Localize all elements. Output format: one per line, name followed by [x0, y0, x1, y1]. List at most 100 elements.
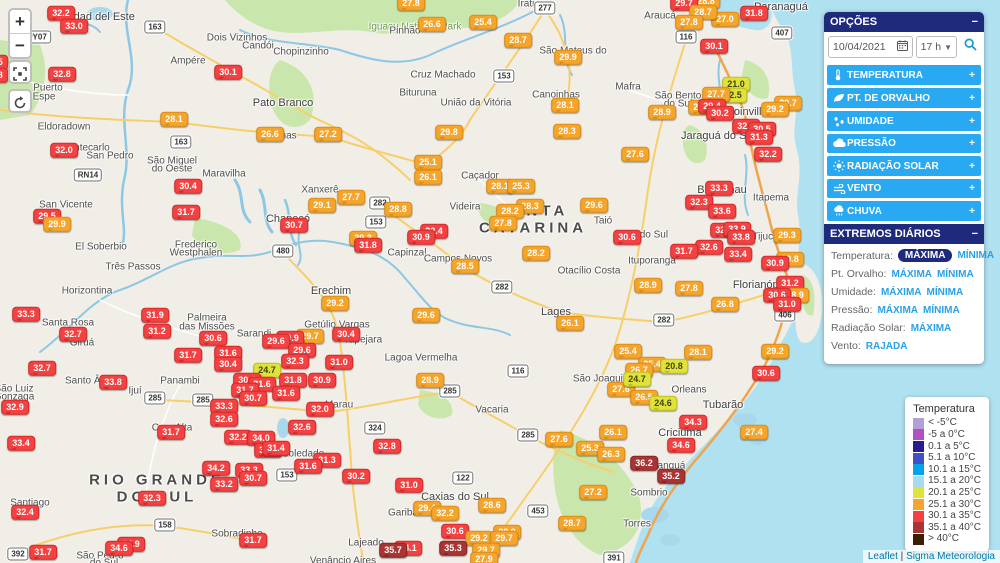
expand-icon[interactable]: + [969, 183, 975, 194]
temp-marker[interactable]: 27.6 [621, 146, 649, 162]
extremos-option-mínima[interactable]: MÍNIMA [957, 250, 995, 261]
extremos-option-máxima[interactable]: MÁXIMA [877, 304, 918, 316]
time-select[interactable]: 17 h ▼ [915, 36, 957, 58]
temp-marker[interactable]: 30.6 [752, 365, 780, 381]
temp-marker[interactable]: 32.8 [48, 66, 76, 82]
temp-marker[interactable]: 28.2 [522, 245, 550, 261]
extremos-option-mínima[interactable]: MÍNIMA [923, 304, 960, 316]
temp-marker[interactable]: 30.9 [308, 372, 336, 388]
temp-marker[interactable]: 32.9 [1, 399, 29, 415]
temp-marker[interactable]: 33.8 [0, 67, 8, 83]
sidebar-section-radia-o-solar[interactable]: RADIAÇÃO SOLAR + [827, 156, 981, 176]
temp-marker[interactable]: 32.2 [431, 505, 459, 521]
temp-marker[interactable]: 31.0 [395, 477, 423, 493]
temp-marker[interactable]: 30.4 [174, 178, 202, 194]
temp-marker[interactable]: 27.8 [675, 14, 703, 30]
temp-marker[interactable]: 30.1 [700, 38, 728, 54]
temp-marker[interactable]: 33.0 [60, 18, 88, 34]
temp-marker[interactable]: 20.8 [660, 358, 688, 374]
temp-marker[interactable]: 25.4 [469, 14, 497, 30]
leaflet-link[interactable]: Leaflet [867, 551, 898, 562]
temp-marker[interactable]: 30.1 [214, 64, 242, 80]
temp-marker[interactable]: 26.6 [256, 126, 284, 142]
temp-marker[interactable]: 32.3 [281, 353, 309, 369]
temp-marker[interactable]: 29.9 [554, 49, 582, 65]
temp-marker[interactable]: 30.2 [342, 468, 370, 484]
temp-marker[interactable]: 27.2 [579, 484, 607, 500]
temp-marker[interactable]: 31.7 [174, 347, 202, 363]
sidebar-section-chuva[interactable]: CHUVA + [827, 201, 981, 221]
temp-marker[interactable]: 25.1 [414, 154, 442, 170]
temp-marker[interactable]: 32.3 [685, 194, 713, 210]
extremos-header[interactable]: EXTREMOS DIÁRIOS − [824, 224, 984, 244]
refresh-button[interactable] [8, 89, 32, 113]
temp-marker[interactable]: 27.8 [489, 215, 517, 231]
extremos-option-mínima[interactable]: MÍNIMA [937, 268, 974, 280]
temp-marker[interactable]: 29.2 [321, 295, 349, 311]
temp-marker[interactable]: 33.8 [99, 374, 127, 390]
temp-marker[interactable]: 29.6 [580, 197, 608, 213]
temp-marker[interactable]: 29.8 [435, 124, 463, 140]
temp-marker[interactable]: 36.2 [630, 455, 658, 471]
temp-marker[interactable]: 27.7 [337, 189, 365, 205]
extremos-option-rajada[interactable]: RAJADA [865, 340, 908, 352]
temp-marker[interactable]: 30.6 [441, 523, 469, 539]
temp-marker[interactable]: 28.9 [634, 277, 662, 293]
temp-marker[interactable]: 29.6 [262, 333, 290, 349]
temp-marker[interactable]: 31.7 [239, 532, 267, 548]
temp-marker[interactable]: 32.0 [306, 401, 334, 417]
temp-marker[interactable]: 34.6 [667, 437, 695, 453]
temp-marker[interactable]: 29.1 [308, 197, 336, 213]
expand-icon[interactable]: + [969, 205, 975, 217]
sidebar-section-umidade[interactable]: UMIDADE + [827, 111, 981, 131]
temp-marker[interactable]: 33.4 [7, 435, 35, 451]
temp-marker[interactable]: 32.6 [695, 239, 723, 255]
temp-marker[interactable]: 26.1 [414, 169, 442, 185]
temp-marker[interactable]: 29.9 [43, 216, 71, 232]
locate-button[interactable] [8, 60, 32, 84]
temp-marker[interactable]: 30.6 [613, 229, 641, 245]
temp-marker[interactable]: 31.7 [670, 243, 698, 259]
temp-marker[interactable]: 24.7 [623, 371, 651, 387]
temp-marker[interactable]: 33.2 [210, 476, 238, 492]
temp-marker[interactable]: 27.0 [711, 11, 739, 27]
temp-marker[interactable]: 29.7 [490, 530, 518, 546]
expand-icon[interactable]: + [969, 115, 975, 127]
temp-marker[interactable]: 28.3 [553, 123, 581, 139]
temp-marker[interactable]: 31.8 [354, 237, 382, 253]
temp-marker[interactable]: 32.4 [11, 504, 39, 520]
temp-marker[interactable]: 30.4 [214, 356, 242, 372]
temp-marker[interactable]: 31.0 [325, 354, 353, 370]
temp-marker[interactable]: 34.2 [202, 460, 230, 476]
temp-marker[interactable]: 32.0 [50, 142, 78, 158]
sidebar-section-press-o[interactable]: PRESSÃO + [827, 134, 981, 153]
temp-marker[interactable]: 31.2 [143, 323, 171, 339]
temp-marker[interactable]: 28.1 [551, 97, 579, 113]
temp-marker[interactable]: 31.7 [157, 424, 185, 440]
options-header[interactable]: OPÇÕES − [824, 12, 984, 32]
temp-marker[interactable]: 30.7 [239, 390, 267, 406]
temp-marker[interactable]: 33.3 [705, 180, 733, 196]
zoom-control[interactable]: + − [8, 8, 32, 59]
temp-marker[interactable]: 30.9 [761, 255, 789, 271]
temp-marker[interactable]: 32.2 [754, 146, 782, 162]
temp-marker[interactable]: 31.6 [272, 385, 300, 401]
temp-marker[interactable]: 30.7 [280, 217, 308, 233]
temp-marker[interactable]: 28.9 [416, 372, 444, 388]
temp-marker[interactable]: 30.7 [239, 470, 267, 486]
provider-link[interactable]: Sigma Meteorologia [906, 551, 995, 562]
sidebar-section-temperatura[interactable]: TEMPERATURA + [827, 65, 981, 85]
temp-marker[interactable]: 33.4 [724, 246, 752, 262]
temp-marker[interactable]: 29.6 [412, 307, 440, 323]
temp-marker[interactable]: 33.8 [727, 229, 755, 245]
temp-marker[interactable]: 32.8 [373, 438, 401, 454]
temp-marker[interactable]: 30.4 [332, 326, 360, 342]
temp-marker[interactable]: 34.3 [679, 414, 707, 430]
temp-marker[interactable]: 31.8 [740, 5, 768, 21]
temp-marker[interactable]: 31.6 [294, 458, 322, 474]
temp-marker[interactable]: 31.0 [773, 296, 801, 312]
temp-marker[interactable]: 26.1 [599, 424, 627, 440]
sidebar-section-pt-de-orvalho[interactable]: PT. DE ORVALHO + [827, 88, 981, 108]
temp-marker[interactable]: 24.6 [649, 395, 677, 411]
expand-icon[interactable]: + [969, 69, 975, 81]
